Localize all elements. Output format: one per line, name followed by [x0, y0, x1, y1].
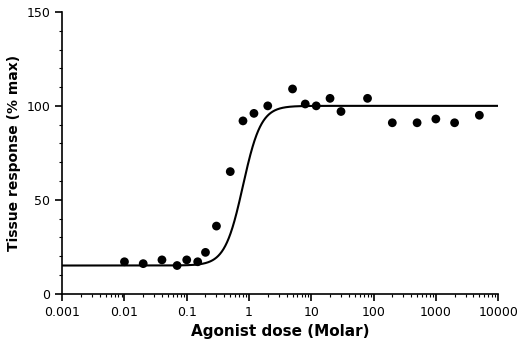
Point	[226, 169, 235, 174]
Point	[475, 112, 484, 118]
Point	[120, 259, 129, 265]
Y-axis label: Tissue response (% max): Tissue response (% max)	[7, 55, 21, 251]
Point	[201, 249, 209, 255]
Point	[183, 257, 191, 263]
Point	[212, 223, 220, 229]
Point	[388, 120, 396, 126]
Point	[301, 101, 309, 107]
Point	[363, 95, 372, 101]
Point	[158, 257, 166, 263]
Point	[326, 95, 334, 101]
Point	[432, 116, 440, 122]
Point	[139, 261, 148, 266]
Point	[288, 86, 297, 92]
X-axis label: Agonist dose (Molar): Agonist dose (Molar)	[191, 324, 370, 339]
Point	[250, 111, 258, 116]
Point	[413, 120, 421, 126]
Point	[264, 103, 272, 109]
Point	[450, 120, 459, 126]
Point	[194, 259, 202, 265]
Point	[312, 103, 320, 109]
Point	[173, 263, 181, 268]
Point	[337, 109, 345, 114]
Point	[239, 118, 247, 124]
